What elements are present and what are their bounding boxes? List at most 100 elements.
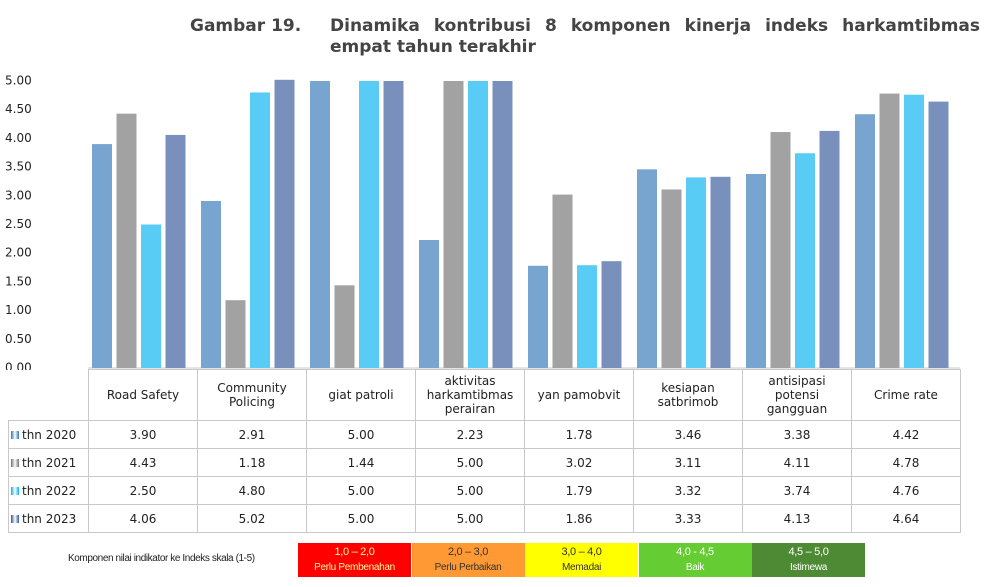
y-tick-label: 1.00 (5, 303, 32, 317)
value-label: 5.00 (306, 420, 416, 449)
scale-range: 4,0 - 4,5 (676, 546, 714, 558)
scale-box: 4,0 - 4,5 Baik (638, 543, 752, 577)
bar-shine (92, 144, 112, 368)
value-label: 4.11 (742, 448, 852, 477)
value-label: 4.13 (742, 504, 852, 533)
value-label: 4.76 (851, 476, 961, 505)
value-label: 1.18 (197, 448, 307, 477)
bar-shine (770, 132, 791, 368)
table-row: thn 2020 3.90 2.91 5.00 2.23 1.78 3.46 3.38 4.42 (8, 420, 961, 449)
scale-range: 1,0 – 2,0 (334, 546, 375, 558)
value-label: 1.78 (524, 420, 634, 449)
category-label: giat patroli (306, 369, 416, 421)
scale-text: Baik (685, 562, 705, 573)
value-label: 4.80 (197, 476, 307, 505)
value-label: 5.02 (197, 504, 307, 533)
bar-shine (661, 189, 682, 368)
category-label: Crime rate (851, 369, 961, 421)
value-label: 2.50 (88, 476, 198, 505)
value-label: 2.91 (197, 420, 307, 449)
value-label: 3.32 (633, 476, 743, 505)
data-table: Road Safety Community Policing giat patrol… (8, 369, 961, 533)
value-label: 4.43 (88, 448, 198, 477)
series-label-cell: thn 2022 (8, 476, 89, 505)
category-label: Road Safety (88, 369, 198, 421)
bar-shine (879, 93, 900, 369)
scale-range: 4,5 – 5,0 (788, 546, 829, 558)
scale-text: Perlu Pembenahan (314, 562, 395, 573)
legend-swatch (11, 486, 19, 495)
scale-legend: Komponen nilai indikator ke Indeks skala… (0, 543, 984, 577)
value-label: 3.11 (633, 448, 743, 477)
bar-shine (819, 130, 840, 368)
bar-shine (225, 300, 246, 368)
y-tick-label: 4.00 (5, 131, 32, 145)
chart: 0.00 0.50 1.00 1.50 2.00 2.50 3.00 3.50 4.00 4.50… (5, 74, 960, 371)
y-tick-label: 2.50 (5, 217, 32, 231)
value-label: 1.44 (306, 448, 416, 477)
scale-text: Memadai (561, 562, 602, 573)
y-tick-label: 4.50 (5, 102, 32, 116)
bar-shine (443, 81, 464, 368)
value-label: 3.90 (88, 420, 198, 449)
table-row: thn 2022 2.50 4.80 5.00 5.00 1.79 3.32 3.74 4.76 (8, 476, 961, 505)
bar-shine (528, 265, 548, 368)
value-label: 3.38 (742, 420, 852, 449)
bar-shine (928, 101, 949, 368)
scale-range: 2,0 – 3,0 (447, 546, 489, 558)
figure-label: Gambar 19. (190, 16, 302, 36)
table-header: Road Safety Community Policing giat patrol… (8, 369, 961, 421)
bar-shine (310, 81, 330, 368)
bar-shine (334, 285, 355, 368)
title-block: Gambar 19. Dinamika kontribusi 8 kompone… (190, 16, 980, 58)
scale-box: 3,0 – 4,0 Memadai (525, 543, 638, 577)
bar-shine (710, 176, 731, 368)
bar-shine (359, 81, 379, 368)
table-row: thn 2023 4.06 5.02 5.00 5.00 1.86 3.33 4.13 4.64 (8, 504, 961, 533)
bar-shine (201, 200, 221, 368)
scale-range: 3,0 – 4,0 (561, 546, 602, 558)
legend-label: thn 2020 (22, 427, 77, 442)
bar-shine (855, 114, 875, 369)
value-label: 2.23 (415, 420, 525, 449)
category-label: Community Policing (197, 369, 307, 421)
legend-label: thn 2023 (22, 511, 77, 526)
legend-label: thn 2022 (22, 483, 77, 498)
y-tick-label: 3.00 (5, 188, 32, 202)
value-label: 5.00 (306, 476, 416, 505)
category-label: antisipasi potensi gangguan (742, 369, 852, 421)
scale-box: 4,5 – 5,0 Istimewa (752, 543, 865, 577)
legend-label: thn 2021 (22, 455, 77, 470)
bar-shine (383, 81, 404, 368)
bar-shine (904, 94, 924, 368)
y-tick-label: 0.50 (5, 332, 32, 346)
y-tick-label: 1.50 (5, 274, 32, 288)
bar-shine (141, 224, 161, 368)
bar-shine (492, 81, 513, 368)
value-label: 4.78 (851, 448, 961, 477)
value-label: 4.64 (851, 504, 961, 533)
legend-swatch (11, 458, 19, 467)
value-label: 4.06 (88, 504, 198, 533)
series-label-cell: thn 2023 (8, 504, 89, 533)
bar-shine (637, 169, 657, 368)
series-label-cell: thn 2020 (8, 420, 89, 449)
value-label: 3.74 (742, 476, 852, 505)
value-label: 3.46 (633, 420, 743, 449)
corner-cell (8, 369, 89, 421)
value-label: 5.00 (306, 504, 416, 533)
y-tick-label: 5.00 (5, 74, 32, 88)
bar-shine (601, 261, 622, 368)
legend-swatch (11, 430, 19, 439)
bar-shine (795, 153, 815, 368)
value-label: 5.00 (415, 448, 525, 477)
bar-shine (116, 113, 137, 368)
value-label: 3.33 (633, 504, 743, 533)
bar-shine (577, 265, 597, 368)
y-tick-label: 0.00 (5, 361, 32, 371)
value-label: 1.86 (524, 504, 634, 533)
category-label: kesiapan satbrimob (633, 369, 743, 421)
value-label: 3.02 (524, 448, 634, 477)
value-label: 4.42 (851, 420, 961, 449)
